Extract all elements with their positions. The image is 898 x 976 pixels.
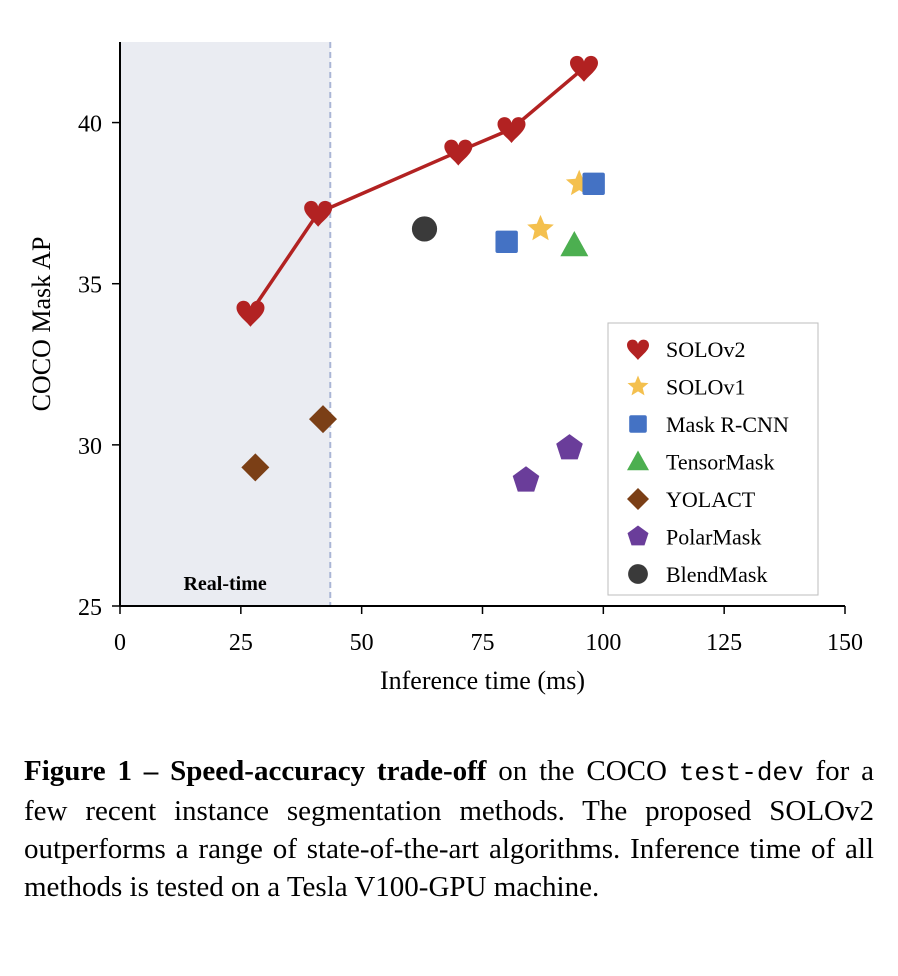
x-tick-label: 0	[114, 630, 126, 656]
legend-label-polarmask: PolarMask	[666, 525, 761, 550]
legend-marker-polarmask	[627, 525, 649, 546]
legend-label-solov1: SOLOv1	[666, 375, 745, 400]
scatter-chart: Real-time 0 25 50 75 100 125 150 25 30 35 40 Inferen…	[27, 42, 863, 695]
y-tick-label: 35	[78, 273, 102, 299]
x-tick-label: 100	[585, 630, 621, 656]
realtime-region	[120, 42, 331, 606]
legend-label-solov2: SOLOv2	[666, 337, 745, 362]
x-tick-label: 50	[350, 630, 374, 656]
x-tick-label: 150	[827, 630, 863, 656]
legend-marker-tensormask	[627, 450, 649, 471]
legend-marker-mask-r-cnn	[629, 415, 647, 433]
solov2-point	[497, 117, 526, 144]
legend-marker-yolact	[627, 488, 649, 510]
legend-label-blendmask: BlendMask	[666, 562, 767, 587]
solov2-point	[304, 200, 333, 227]
y-tick-label: 30	[78, 434, 102, 460]
legend-box	[607, 322, 819, 596]
polarmask-point	[556, 434, 583, 460]
blendmask-point	[411, 216, 438, 242]
solov2-point	[570, 55, 598, 82]
solov2-point	[444, 139, 473, 166]
solov1-point	[527, 214, 554, 241]
x-tick-label: 75	[471, 630, 495, 656]
x-axis-label: Inference time (ms)	[380, 666, 585, 695]
legend-label-mask-r-cnn: Mask R-CNN	[666, 412, 789, 437]
mask-r-cnn-point	[495, 230, 518, 254]
y-tick-label: 25	[78, 595, 102, 621]
y-axis-label: COCO Mask AP	[27, 237, 56, 412]
legend-marker-solov2	[627, 339, 649, 360]
caption-text-1: on the COCO	[486, 755, 679, 787]
legend-label-tensormask: TensorMask	[666, 450, 774, 475]
x-tick-label: 125	[706, 630, 742, 656]
caption-text-2: for a few recent instance segmentation m…	[24, 755, 875, 903]
legend-marker-solov1	[627, 375, 649, 396]
chart-figure: Real-time 0 25 50 75 100 125 150 25 30 35 40 Inferen…	[27, 42, 863, 695]
solov2-point	[236, 300, 265, 327]
yolact-point	[241, 453, 270, 482]
yolact-point	[309, 405, 337, 434]
figure-caption: Figure 1 – Speed-accuracy trade-off on t…	[24, 752, 874, 906]
y-tick-label: 40	[78, 112, 102, 138]
legend-marker-blendmask	[628, 564, 648, 584]
caption-figure-number: Figure 1 –	[24, 755, 159, 787]
polarmask-point	[512, 466, 540, 492]
tensormask-point	[560, 231, 589, 257]
x-tick-label: 25	[229, 630, 253, 656]
caption-title: Speed-accuracy trade-off	[170, 755, 487, 787]
mask-r-cnn-point	[582, 172, 605, 196]
caption-code: test-dev	[678, 758, 804, 788]
realtime-label: Real-time	[183, 573, 266, 595]
legend-label-yolact: YOLACT	[666, 487, 756, 512]
